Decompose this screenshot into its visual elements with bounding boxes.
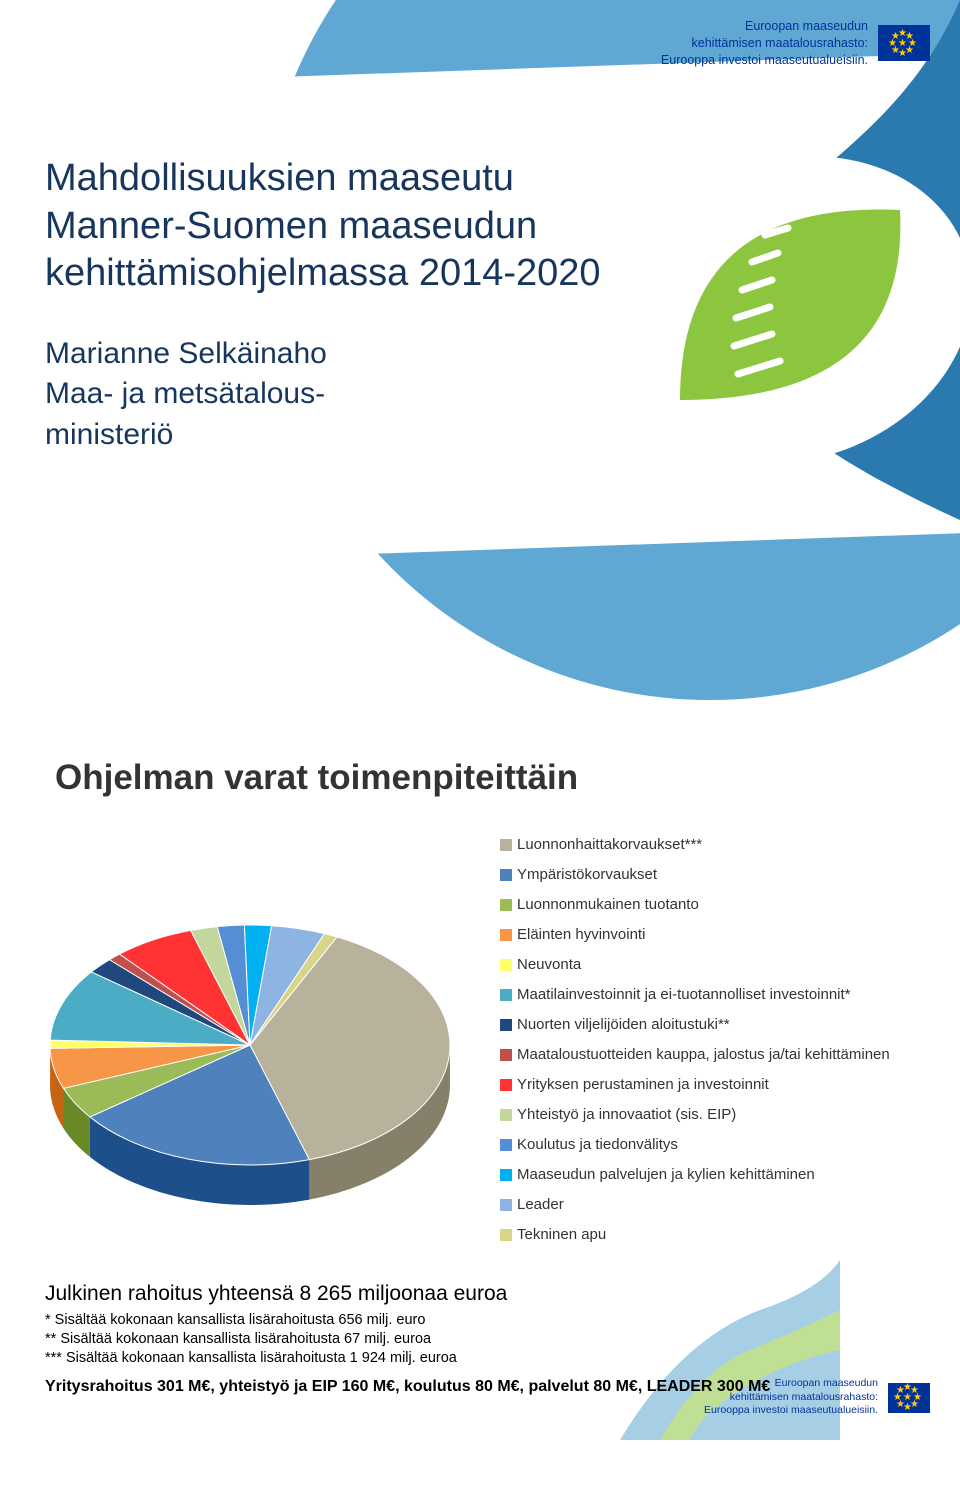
legend-swatch	[500, 1019, 512, 1031]
eu-line3: Eurooppa investoi maaseutualueisiin.	[661, 52, 868, 69]
legend-label: Luonnonmukainen tuotanto	[517, 890, 699, 920]
slide-1: Euroopan maaseudun kehittämisen maatalou…	[0, 0, 960, 720]
legend-item: Luonnonhaittakorvaukset***	[500, 830, 940, 860]
eu-f-l1: Euroopan maaseudun	[704, 1377, 878, 1391]
eu-line2: kehittämisen maatalousrahasto:	[661, 35, 868, 52]
legend-label: Maaseudun palvelujen ja kylien kehittämi…	[517, 1160, 815, 1190]
legend-item: Ympäristökorvaukset	[500, 860, 940, 890]
legend-swatch	[500, 1109, 512, 1121]
legend-label: Koulutus ja tiedonvälitys	[517, 1130, 678, 1160]
legend-item: Koulutus ja tiedonvälitys	[500, 1130, 940, 1160]
sub-l2: Maa- ja metsätalous-	[45, 374, 601, 415]
legend-swatch	[500, 929, 512, 941]
legend-swatch	[500, 1169, 512, 1181]
legend-swatch	[500, 1199, 512, 1211]
legend-label: Tekninen apu	[517, 1220, 606, 1250]
sub-l3: ministeriö	[45, 415, 601, 456]
eu-line1: Euroopan maaseudun	[661, 18, 868, 35]
legend-item: Eläinten hyvinvointi	[500, 920, 940, 950]
legend-item: Maataloustuotteiden kauppa, jalostus ja/…	[500, 1040, 940, 1070]
title-l2: Manner-Suomen maaseudun	[45, 203, 601, 251]
legend-swatch	[500, 959, 512, 971]
eu-funding-footer: Euroopan maaseudun kehittämisen maatalou…	[704, 1377, 930, 1418]
bottom-summary: Yritysrahoitus 301 M€, yhteistyö ja EIP …	[45, 1378, 770, 1396]
legend-item: Nuorten viljelijöiden aloitustuki**	[500, 1010, 940, 1040]
legend-item: Yhteistyö ja innovaatiot (sis. EIP)	[500, 1100, 940, 1130]
legend-label: Eläinten hyvinvointi	[517, 920, 645, 950]
legend-swatch	[500, 1139, 512, 1151]
legend-label: Leader	[517, 1190, 564, 1220]
eu-funding-header: Euroopan maaseudun kehittämisen maatalou…	[661, 18, 930, 69]
pie-chart	[20, 830, 480, 1260]
legend-swatch	[500, 1079, 512, 1091]
footnote-main: Julkinen rahoitus yhteensä 8 265 miljoon…	[45, 1280, 507, 1307]
legend-label: Yrityksen perustaminen ja investoinnit	[517, 1070, 769, 1100]
legend-swatch	[500, 989, 512, 1001]
eu-f-l3: Eurooppa investoi maaseutualueisiin.	[704, 1404, 878, 1418]
footnotes: Julkinen rahoitus yhteensä 8 265 miljoon…	[45, 1280, 507, 1368]
legend-item: Maatilainvestoinnit ja ei-tuotannolliset…	[500, 980, 940, 1010]
pie-legend: Luonnonhaittakorvaukset***Ympäristökorva…	[500, 830, 940, 1250]
eu-flag-icon	[888, 1383, 930, 1413]
legend-swatch	[500, 1229, 512, 1241]
legend-label: Maatilainvestoinnit ja ei-tuotannolliset…	[517, 980, 851, 1010]
legend-swatch	[500, 899, 512, 911]
legend-item: Leader	[500, 1190, 940, 1220]
legend-swatch	[500, 839, 512, 851]
sub-l1: Marianne Selkäinaho	[45, 334, 601, 375]
legend-swatch	[500, 869, 512, 881]
title-block: Mahdollisuuksien maaseutu Manner-Suomen …	[45, 145, 601, 455]
footnote-2: ** Sisältää kokonaan kansallista lisärah…	[45, 1330, 507, 1349]
legend-label: Neuvonta	[517, 950, 581, 980]
footnote-3: *** Sisältää kokonaan kansallista lisära…	[45, 1349, 507, 1368]
legend-label: Yhteistyö ja innovaatiot (sis. EIP)	[517, 1100, 736, 1130]
legend-item: Luonnonmukainen tuotanto	[500, 890, 940, 920]
title-l1: Mahdollisuuksien maaseutu	[45, 155, 601, 203]
legend-label: Nuorten viljelijöiden aloitustuki**	[517, 1010, 730, 1040]
legend-label: Luonnonhaittakorvaukset***	[517, 830, 702, 860]
footnote-1: * Sisältää kokonaan kansallista lisäraho…	[45, 1311, 507, 1330]
legend-item: Yrityksen perustaminen ja investoinnit	[500, 1070, 940, 1100]
eu-flag-icon	[878, 25, 930, 61]
legend-item: Maaseudun palvelujen ja kylien kehittämi…	[500, 1160, 940, 1190]
legend-item: Tekninen apu	[500, 1220, 940, 1250]
slide-2: Ohjelman varat toimenpiteittäin Luonnonh…	[0, 720, 960, 1440]
title-l3: kehittämisohjelmassa 2014-2020	[45, 250, 601, 298]
legend-label: Ympäristökorvaukset	[517, 860, 657, 890]
slide2-title: Ohjelman varat toimenpiteittäin	[55, 758, 578, 798]
legend-swatch	[500, 1049, 512, 1061]
eu-f-l2: kehittämisen maatalousrahasto:	[704, 1391, 878, 1405]
legend-item: Neuvonta	[500, 950, 940, 980]
legend-label: Maataloustuotteiden kauppa, jalostus ja/…	[517, 1040, 890, 1070]
